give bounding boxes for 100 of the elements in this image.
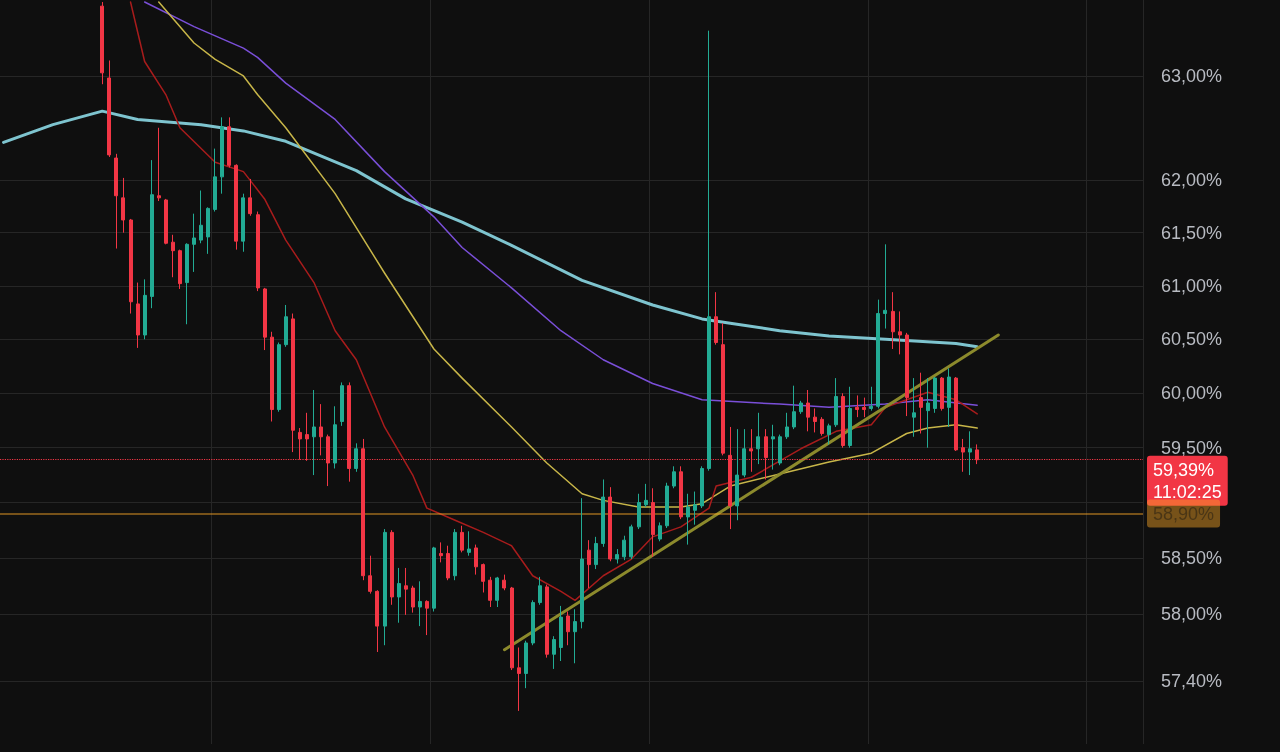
candlestick <box>912 377 916 438</box>
candlestick <box>792 385 796 430</box>
candlestick <box>629 524 633 560</box>
candlestick <box>707 30 711 472</box>
candlestick <box>869 386 873 412</box>
candlestick <box>813 407 817 433</box>
candlestick <box>171 234 175 278</box>
candlestick <box>721 322 725 456</box>
candlestick <box>608 486 612 562</box>
candlestick <box>742 428 746 478</box>
candlestick <box>622 535 626 561</box>
candlestick <box>658 521 662 542</box>
candlestick <box>474 544 478 576</box>
candlestick <box>121 177 125 234</box>
line-series <box>158 1 978 508</box>
candlestick <box>263 287 267 351</box>
candlestick <box>898 310 902 355</box>
candlestick <box>354 442 358 473</box>
candlestick <box>136 282 140 349</box>
candlestick <box>771 424 775 471</box>
candlestick <box>827 423 831 445</box>
candlestick <box>185 242 189 325</box>
candlestick <box>679 465 683 520</box>
candlestick <box>876 299 880 409</box>
candlestick <box>531 599 535 646</box>
candlestick <box>495 576 499 608</box>
candlestick <box>644 483 648 508</box>
y-tick-label: 63,00% <box>1161 65 1223 86</box>
candlestick <box>785 412 789 440</box>
candlestick <box>114 153 118 250</box>
candlestick <box>397 567 401 624</box>
candlestick <box>178 249 182 290</box>
candlestick <box>312 389 316 476</box>
candlestick <box>411 585 415 614</box>
y-tick-label: 58,00% <box>1161 603 1223 624</box>
candlestick <box>270 331 274 423</box>
candlestick <box>157 127 161 202</box>
candlestick <box>538 576 542 606</box>
candlestick <box>340 381 344 427</box>
y-tick-label: 61,50% <box>1161 222 1223 243</box>
candlestick <box>150 159 154 309</box>
line-series <box>143 1 978 409</box>
candlestick <box>100 1 104 85</box>
candlestick <box>227 116 231 168</box>
candlestick <box>143 278 147 340</box>
candlestick <box>107 59 111 158</box>
candlestick <box>968 430 972 476</box>
candlestick <box>848 386 852 449</box>
candlestick <box>481 562 485 593</box>
candlestick <box>432 546 436 613</box>
candlestick <box>665 482 669 529</box>
candlestick <box>460 525 464 553</box>
candlestick <box>891 291 895 350</box>
ref-line-label: 59,39% <box>1153 459 1215 480</box>
candlestick <box>940 376 944 412</box>
candlestick <box>213 148 217 213</box>
candlestick <box>559 605 563 662</box>
candlestick <box>404 567 408 616</box>
y-tick-label: 58,50% <box>1161 547 1223 568</box>
candlestick <box>241 193 245 253</box>
candlestick <box>573 608 577 664</box>
y-tick-label: 62,00% <box>1161 170 1223 191</box>
candlestick <box>806 389 810 432</box>
candlestick <box>277 342 281 413</box>
candlestick <box>446 545 450 581</box>
candlestick <box>855 394 859 418</box>
candlestick <box>756 412 760 465</box>
candlestick <box>192 213 196 273</box>
candlestick <box>368 555 372 595</box>
candlestick <box>700 465 704 509</box>
candlestick <box>467 530 471 557</box>
candlestick <box>439 541 443 563</box>
candlestick <box>601 478 605 548</box>
candlestick <box>919 372 923 434</box>
candlestick <box>425 599 429 636</box>
candlestick <box>552 635 556 670</box>
candlestick <box>333 405 337 469</box>
candlestick <box>129 218 133 315</box>
candlestick <box>587 539 591 589</box>
candlestick <box>510 586 514 671</box>
candlestick <box>164 198 168 245</box>
candlestick <box>686 493 690 546</box>
candlestick <box>693 491 697 526</box>
candlestick <box>954 376 958 452</box>
candlestick <box>672 465 676 489</box>
candlestick <box>206 206 210 255</box>
candlestick <box>926 377 930 449</box>
candlestick <box>883 243 887 330</box>
text: 11:02:25 <box>1153 481 1222 502</box>
candlestick <box>862 397 866 418</box>
candlestick <box>651 487 655 558</box>
line-series <box>2 109 979 349</box>
candlestick <box>594 536 598 570</box>
candlestick <box>580 497 584 629</box>
candlestick <box>390 529 394 606</box>
line-series <box>129 1 978 602</box>
candlestick <box>566 611 570 646</box>
candlestick <box>284 304 288 348</box>
candlestick <box>841 392 845 449</box>
candlestick <box>256 211 260 292</box>
